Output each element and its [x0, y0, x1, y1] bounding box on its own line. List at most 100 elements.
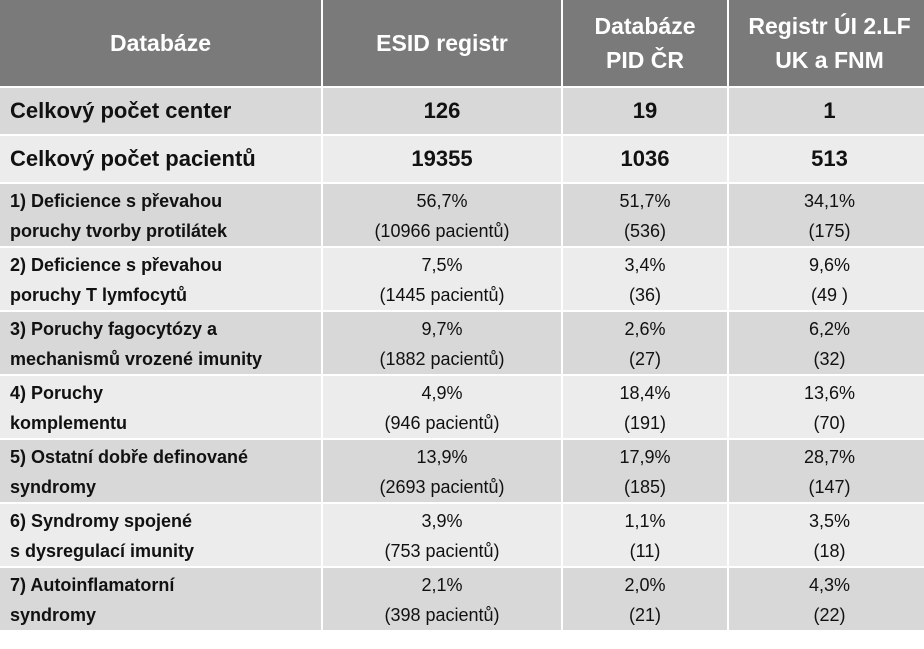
count: (2693 pacientů) [379, 477, 505, 497]
label-line: poruchy T lymfocytů [10, 285, 188, 305]
percent: 2,1% [421, 575, 463, 595]
ui-value: 3,5% (18) [729, 504, 924, 566]
percent: 2,6% [624, 319, 666, 339]
count: (32) [813, 349, 846, 369]
percent: 9,7% [421, 319, 463, 339]
count: (70) [813, 413, 846, 433]
database-comparison-table: Databáze ESID registr Databáze PID ČR Re… [0, 0, 924, 630]
count: (536) [623, 221, 667, 241]
category-label: 4) Poruchy komplementu [0, 376, 321, 438]
count: (21) [628, 605, 661, 625]
count: (946 pacientů) [384, 413, 500, 433]
count: (191) [623, 413, 667, 433]
count: (753 pacientů) [384, 541, 500, 561]
summary-value: 126 [323, 88, 561, 134]
label-line: syndromy [10, 477, 97, 497]
ui-value: 6,2% (32) [729, 312, 924, 374]
esid-value: 3,9% (753 pacientů) [323, 504, 561, 566]
summary-value: 19 [563, 88, 727, 134]
label-line: 6) Syndromy spojené [10, 511, 193, 531]
summary-label: Celkový počet center [0, 88, 321, 134]
esid-value: 56,7% (10966 pacientů) [323, 184, 561, 246]
percent: 28,7% [803, 447, 856, 467]
summary-label: Celkový počet pacientů [0, 136, 321, 182]
percent: 6,2% [808, 319, 851, 339]
category-label: 2) Deficience s převahou poruchy T lymfo… [0, 248, 321, 310]
count: (175) [808, 221, 851, 241]
pid-value: 2,0% (21) [563, 568, 727, 630]
label-line: 7) Autoinflamatorní [10, 575, 175, 595]
count: (1445 pacientů) [379, 285, 505, 305]
percent: 4,3% [808, 575, 851, 595]
summary-value: 1036 [563, 136, 727, 182]
count: (398 pacientů) [384, 605, 500, 625]
header-cell-database: Databáze [0, 0, 321, 86]
percent: 18,4% [619, 383, 671, 403]
label-line: 2) Deficience s převahou [10, 255, 223, 275]
pid-value: 3,4% (36) [563, 248, 727, 310]
count: (27) [628, 349, 661, 369]
esid-value: 4,9% (946 pacientů) [323, 376, 561, 438]
category-label: 3) Poruchy fagocytózy a mechanismů vroze… [0, 312, 321, 374]
count: (18) [813, 541, 846, 561]
count: (147) [808, 477, 851, 497]
category-label: 6) Syndromy spojené s dysregulací imunit… [0, 504, 321, 566]
label-line: 3) Poruchy fagocytózy a [10, 319, 218, 339]
percent: 2,0% [624, 575, 666, 595]
summary-value: 1 [729, 88, 924, 134]
esid-value: 7,5% (1445 pacientů) [323, 248, 561, 310]
pid-value: 17,9% (185) [563, 440, 727, 502]
percent: 7,5% [421, 255, 463, 275]
percent: 3,4% [624, 255, 666, 275]
pid-value: 1,1% (11) [563, 504, 727, 566]
summary-value: 19355 [323, 136, 561, 182]
header-label-line: Registr ÚI 2.LF [748, 13, 911, 39]
label-line: 1) Deficience s převahou [10, 191, 223, 211]
percent: 3,5% [808, 511, 851, 531]
count: (1882 pacientů) [379, 349, 505, 369]
percent: 13,9% [416, 447, 468, 467]
count: (49 ) [810, 285, 848, 305]
ui-value: 34,1% (175) [729, 184, 924, 246]
ui-value: 28,7% (147) [729, 440, 924, 502]
header-label-line: PID ČR [606, 47, 684, 73]
count: (10966 pacientů) [374, 221, 510, 241]
count: (11) [629, 541, 661, 561]
header-cell-ui: Registr ÚI 2.LF UK a FNM [729, 0, 924, 86]
label-line: s dysregulací imunity [10, 541, 195, 561]
label-line: mechanismů vrozené imunity [10, 349, 263, 369]
label-line: komplementu [10, 413, 128, 433]
esid-value: 9,7% (1882 pacientů) [323, 312, 561, 374]
header-label: Databáze [110, 30, 211, 56]
label-line: 4) Poruchy [10, 383, 104, 403]
esid-value: 13,9% (2693 pacientů) [323, 440, 561, 502]
header-label-line: UK a FNM [775, 47, 884, 73]
label-line: poruchy tvorby protilátek [10, 221, 228, 241]
pid-value: 18,4% (191) [563, 376, 727, 438]
count: (185) [623, 477, 667, 497]
percent: 56,7% [416, 191, 468, 211]
ui-value: 9,6% (49 ) [729, 248, 924, 310]
percent: 51,7% [619, 191, 671, 211]
label-line: syndromy [10, 605, 97, 625]
percent: 1,1% [624, 511, 666, 531]
header-cell-esid: ESID registr [323, 0, 561, 86]
header-label-line: Databáze [594, 13, 696, 39]
category-label: 7) Autoinflamatorní syndromy [0, 568, 321, 630]
summary-value: 513 [729, 136, 924, 182]
esid-value: 2,1% (398 pacientů) [323, 568, 561, 630]
category-label: 5) Ostatní dobře definované syndromy [0, 440, 321, 502]
pid-value: 51,7% (536) [563, 184, 727, 246]
label-line: 5) Ostatní dobře definované [10, 447, 249, 467]
ui-value: 4,3% (22) [729, 568, 924, 630]
percent: 13,6% [803, 383, 856, 403]
percent: 9,6% [808, 255, 851, 275]
category-label: 1) Deficience s převahou poruchy tvorby … [0, 184, 321, 246]
percent: 34,1% [803, 191, 856, 211]
percent: 3,9% [421, 511, 463, 531]
count: (22) [813, 605, 846, 625]
header-label: ESID registr [376, 30, 508, 56]
ui-value: 13,6% (70) [729, 376, 924, 438]
pid-value: 2,6% (27) [563, 312, 727, 374]
percent: 4,9% [421, 383, 463, 403]
